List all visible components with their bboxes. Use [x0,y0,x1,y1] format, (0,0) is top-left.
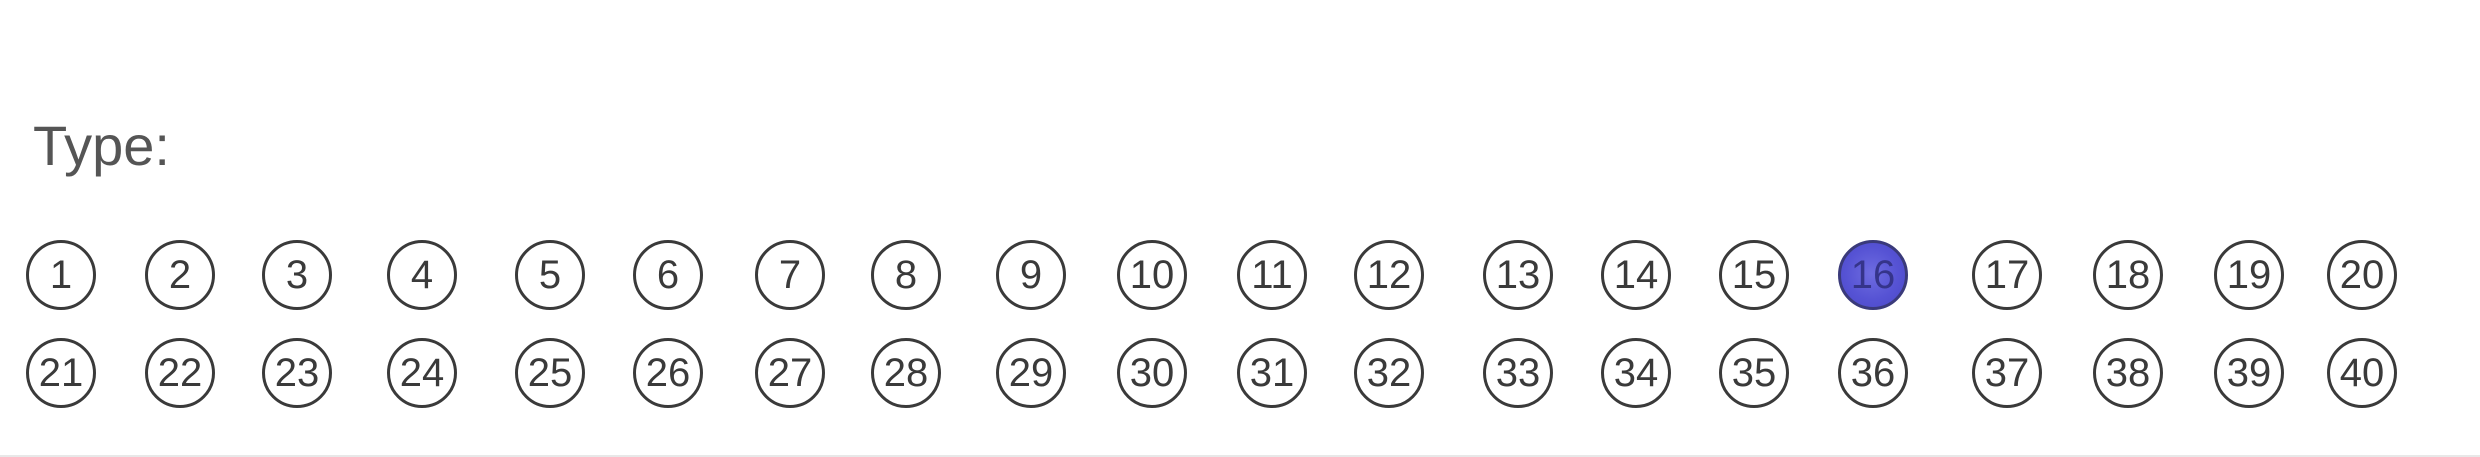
option-bubble-39[interactable]: 39 [2214,338,2284,408]
option-bubble-11[interactable]: 11 [1237,240,1307,310]
option-bubble-21[interactable]: 21 [26,338,96,408]
option-bubble-5[interactable]: 5 [515,240,585,310]
option-bubble-26[interactable]: 26 [633,338,703,408]
option-bubble-24[interactable]: 24 [387,338,457,408]
option-bubble-30[interactable]: 30 [1117,338,1187,408]
type-label: Type: [33,114,170,177]
option-bubble-2[interactable]: 2 [145,240,215,310]
option-bubble-31[interactable]: 31 [1237,338,1307,408]
option-bubble-22[interactable]: 22 [145,338,215,408]
option-bubble-17[interactable]: 17 [1972,240,2042,310]
option-bubble-1[interactable]: 1 [26,240,96,310]
option-bubble-4[interactable]: 4 [387,240,457,310]
option-bubble-16[interactable]: 16 [1838,240,1908,310]
option-bubble-35[interactable]: 35 [1719,338,1789,408]
option-bubble-36[interactable]: 36 [1838,338,1908,408]
option-bubble-6[interactable]: 6 [633,240,703,310]
option-bubble-7[interactable]: 7 [755,240,825,310]
option-bubble-40[interactable]: 40 [2327,338,2397,408]
option-bubble-15[interactable]: 15 [1719,240,1789,310]
option-bubble-13[interactable]: 13 [1483,240,1553,310]
option-bubble-8[interactable]: 8 [871,240,941,310]
option-bubble-32[interactable]: 32 [1354,338,1424,408]
option-bubble-29[interactable]: 29 [996,338,1066,408]
option-bubble-37[interactable]: 37 [1972,338,2042,408]
option-bubble-33[interactable]: 33 [1483,338,1553,408]
option-bubble-25[interactable]: 25 [515,338,585,408]
option-bubble-27[interactable]: 27 [755,338,825,408]
option-bubble-3[interactable]: 3 [262,240,332,310]
option-bubble-10[interactable]: 10 [1117,240,1187,310]
option-bubble-14[interactable]: 14 [1601,240,1671,310]
option-bubble-28[interactable]: 28 [871,338,941,408]
option-bubble-23[interactable]: 23 [262,338,332,408]
option-bubble-9[interactable]: 9 [996,240,1066,310]
option-bubble-19[interactable]: 19 [2214,240,2284,310]
divider [0,455,2480,457]
option-bubble-38[interactable]: 38 [2093,338,2163,408]
option-bubble-34[interactable]: 34 [1601,338,1671,408]
option-bubble-20[interactable]: 20 [2327,240,2397,310]
option-bubble-12[interactable]: 12 [1354,240,1424,310]
option-bubble-18[interactable]: 18 [2093,240,2163,310]
